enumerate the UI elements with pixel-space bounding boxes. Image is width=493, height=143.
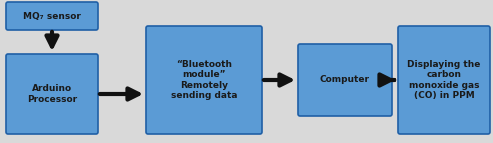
FancyBboxPatch shape: [398, 26, 490, 134]
FancyBboxPatch shape: [6, 2, 98, 30]
Text: Arduino
Processor: Arduino Processor: [27, 84, 77, 104]
Text: “Bluetooth
module”
Remotely
sending data: “Bluetooth module” Remotely sending data: [171, 60, 237, 100]
FancyBboxPatch shape: [298, 44, 392, 116]
FancyBboxPatch shape: [146, 26, 262, 134]
Text: Computer: Computer: [320, 76, 370, 85]
Text: MQ₇ sensor: MQ₇ sensor: [23, 11, 81, 20]
FancyBboxPatch shape: [6, 54, 98, 134]
Text: Displaying the
carbon
monoxide gas
(CO) in PPM: Displaying the carbon monoxide gas (CO) …: [407, 60, 481, 100]
